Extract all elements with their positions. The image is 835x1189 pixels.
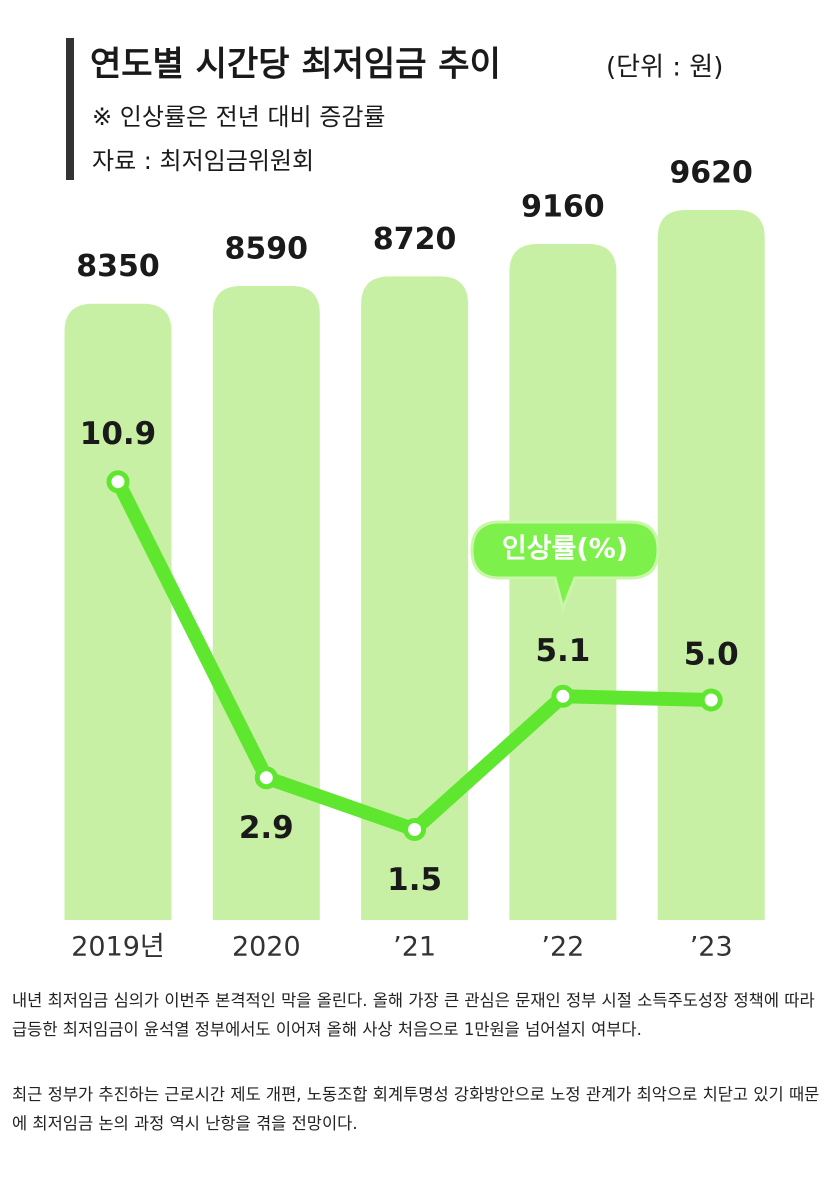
x-tick-label: ’21 (393, 932, 436, 963)
title-bar (66, 38, 74, 180)
line-value-label: 10.9 (80, 416, 157, 452)
line-value-label: 5.0 (684, 637, 739, 673)
bar (212, 286, 320, 921)
paragraph: 내년 최저임금 심의가 이번주 본격적인 막을 올린다. 올해 가장 큰 관심은… (12, 991, 815, 1039)
chart: 연도별 시간당 최저임금 추이 (단위 : 원) ※ 인상률은 전년 대비 증감… (64, 38, 765, 963)
bar (64, 303, 172, 920)
chart-title: 연도별 시간당 최저임금 추이 (90, 45, 501, 85)
bar-value-label: 9160 (521, 189, 605, 224)
note: ※ 인상률은 전년 대비 증감률 (92, 103, 386, 131)
line-point (551, 684, 575, 708)
legend-label: 인상률(%) (502, 534, 628, 565)
paragraph: 최근 정부가 추진하는 근로시간 제도 개편, 노동조합 회계투명성 강화방안으… (12, 1085, 820, 1133)
unit: (단위 : 원) (606, 53, 723, 83)
line-point (403, 818, 427, 841)
x-tick-label: 2020 (232, 932, 301, 963)
bar-value-label: 8350 (76, 249, 160, 284)
bar (361, 276, 469, 921)
bar-value-label: 8590 (225, 232, 309, 267)
bar-value-label: 8720 (373, 222, 457, 257)
callout (470, 520, 660, 613)
x-tick-label: 2019년 (71, 932, 165, 963)
line-point (699, 688, 723, 712)
bar-value-label: 9620 (669, 156, 753, 191)
line-value-label: 5.1 (535, 633, 590, 669)
line-point (254, 766, 278, 790)
x-tick-label: ’23 (690, 932, 733, 963)
line-value-label: 1.5 (387, 862, 442, 898)
bar (657, 210, 765, 920)
line-point (106, 470, 130, 494)
line-value-label: 2.9 (239, 810, 294, 846)
article: 내년 최저임금 심의가 이번주 본격적인 막을 올린다. 올해 가장 큰 관심은… (12, 986, 820, 1174)
x-tick-label: ’22 (541, 932, 584, 963)
source: 자료 : 최저임금위원회 (92, 147, 314, 175)
